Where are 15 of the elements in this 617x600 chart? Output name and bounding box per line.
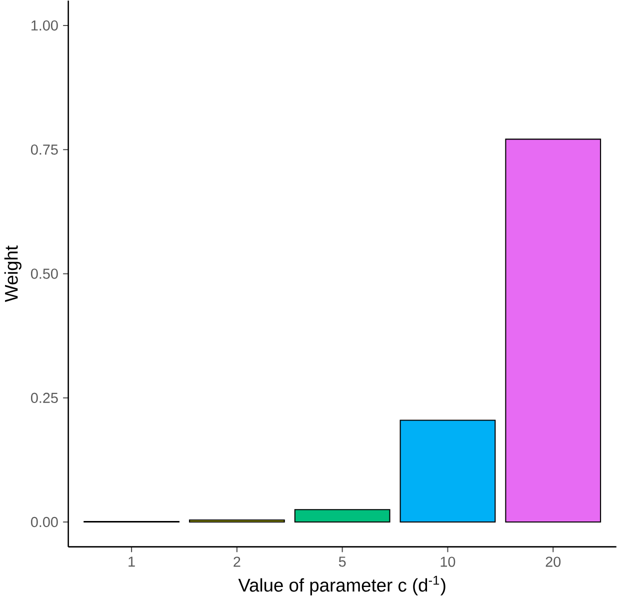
- x-tick-label: 5: [338, 556, 346, 567]
- y-tick-label: 1.00: [32, 20, 58, 31]
- x-tick-label: 2: [234, 556, 240, 567]
- bar: [505, 138, 602, 523]
- x-tick-label: 1: [128, 556, 135, 567]
- bar: [400, 420, 496, 523]
- y-tick-label: 0.00: [30, 517, 58, 528]
- x-axis-title: Value of parameter c (d$^{-1}$): [238, 576, 446, 596]
- y-tick-label: 0.50: [30, 268, 58, 279]
- bar: [294, 509, 390, 523]
- x-tick-label: 20: [546, 556, 561, 568]
- y-tick-label: 0.75: [30, 144, 58, 155]
- y-tick-label: 0.25: [30, 392, 58, 404]
- x-tick-label: 10: [440, 556, 456, 568]
- y-axis-title: Weight: [4, 246, 22, 302]
